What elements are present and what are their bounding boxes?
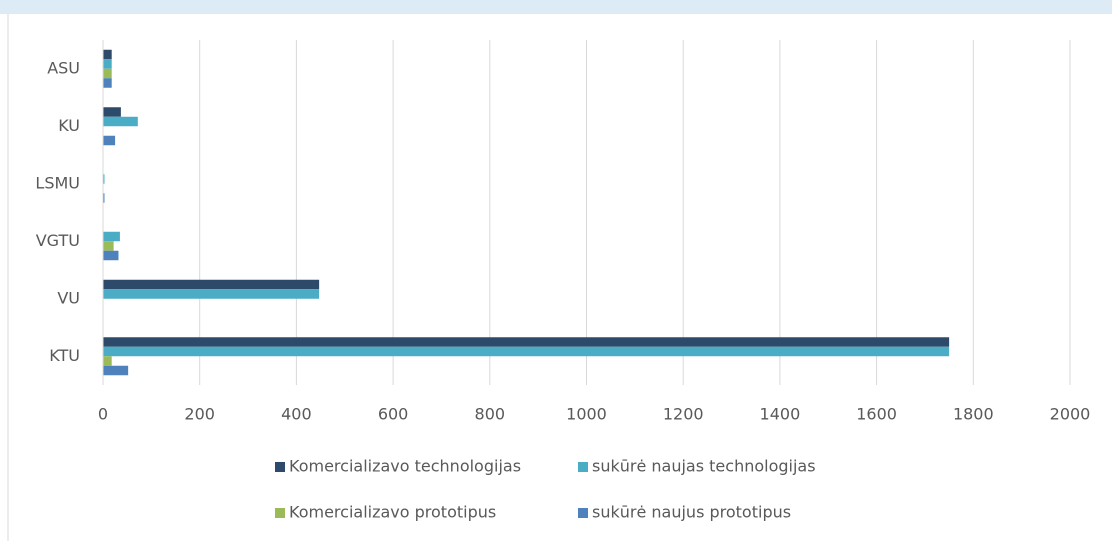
bar <box>103 116 138 127</box>
bar <box>103 279 320 290</box>
x-tick-label: 2000 <box>1050 405 1091 424</box>
y-tick-label: LSMU <box>35 173 80 192</box>
bar <box>103 49 112 60</box>
legend-swatch <box>275 462 285 472</box>
x-tick-label: 1000 <box>566 405 607 424</box>
header-band <box>0 0 1112 14</box>
y-tick-label: KTU <box>49 346 80 365</box>
x-tick-label: 1600 <box>856 405 897 424</box>
bar <box>103 250 119 261</box>
bar <box>103 107 121 117</box>
bar <box>103 346 950 357</box>
x-tick-label: 0 <box>98 405 108 424</box>
bar <box>103 231 120 242</box>
x-tick-label: 1200 <box>663 405 704 424</box>
x-tick-label: 200 <box>184 405 215 424</box>
bar <box>103 241 114 251</box>
y-tick-label: VU <box>57 288 80 307</box>
bar <box>103 365 129 376</box>
legend-swatch <box>578 462 588 472</box>
legend-label: sukūrė naujus prototipus <box>592 503 791 522</box>
legend-label: sukūrė naujas technologijas <box>592 457 816 476</box>
x-tick-label: 400 <box>281 405 312 424</box>
x-tick-label: 600 <box>378 405 409 424</box>
bar <box>103 289 320 299</box>
legend-label: Komercializavo prototipus <box>289 503 496 522</box>
bar <box>103 174 105 184</box>
bar <box>103 78 112 88</box>
bar <box>103 356 112 366</box>
x-tick-label: 1800 <box>953 405 994 424</box>
bar <box>103 193 105 203</box>
y-tick-label: KU <box>58 116 80 135</box>
y-tick-label: VGTU <box>36 231 80 250</box>
legend-label: Komercializavo technologijas <box>289 457 521 476</box>
legend-swatch <box>275 508 285 518</box>
bar <box>103 135 116 146</box>
x-tick-label: 800 <box>475 405 506 424</box>
y-tick-label: ASU <box>47 58 80 77</box>
x-tick-label: 1400 <box>760 405 801 424</box>
bar <box>103 337 950 347</box>
bar <box>103 68 112 79</box>
legend-swatch <box>578 508 588 518</box>
bar <box>103 59 112 69</box>
